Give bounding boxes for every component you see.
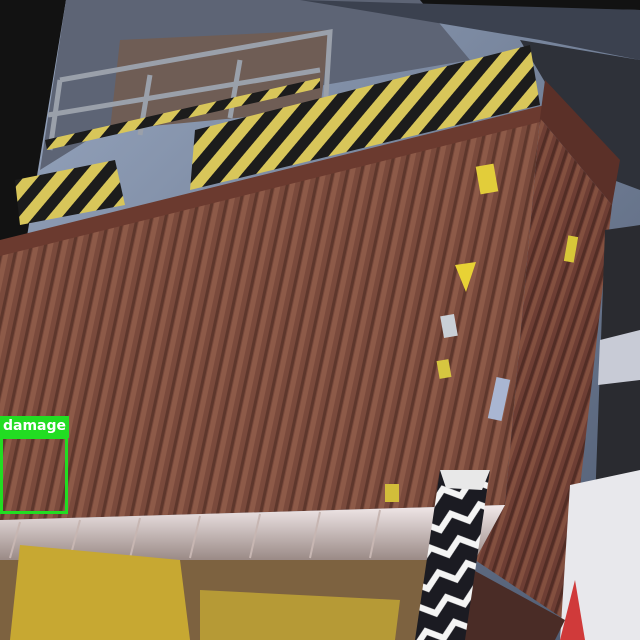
detection-label: damage [0,416,70,438]
damage-bounding-box [0,436,68,514]
